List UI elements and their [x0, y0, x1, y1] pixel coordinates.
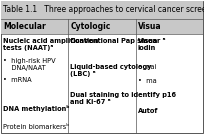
Text: Visua: Visua	[138, 22, 161, 31]
Text: Protein biomarkersᵇ: Protein biomarkersᵇ	[3, 124, 69, 130]
Text: Table 1.1   Three approaches to cervical cancer screening a: Table 1.1 Three approaches to cervical c…	[3, 5, 204, 14]
Bar	[1, 1, 203, 19]
Text: Molecular: Molecular	[3, 22, 46, 31]
Text: Visua
iodin: Visua iodin	[138, 38, 158, 51]
Text: DNA methylationᵇ: DNA methylationᵇ	[3, 105, 70, 112]
Text: •  ma: • ma	[138, 78, 156, 84]
Text: •  mRNA: • mRNA	[3, 77, 32, 83]
Text: Nucleic acid amplification
tests (NAAT)ᵃ: Nucleic acid amplification tests (NAAT)ᵃ	[3, 38, 99, 51]
Text: Liquid-based cytology
(LBC) ᵃ: Liquid-based cytology (LBC) ᵃ	[70, 64, 152, 77]
Text: •  nai: • nai	[138, 64, 156, 70]
Text: Cytologic: Cytologic	[70, 22, 111, 31]
Text: •  high-risk HPV
    DNA/NAAT: • high-risk HPV DNA/NAAT	[3, 58, 56, 71]
Text: Conventional Pap smear ᵃ: Conventional Pap smear ᵃ	[70, 38, 166, 44]
Text: Dual staining to identify p16
and Ki-67 ᵃ: Dual staining to identify p16 and Ki-67 …	[70, 92, 176, 105]
Text: Autof: Autof	[138, 108, 158, 114]
Bar	[1, 19, 203, 34]
